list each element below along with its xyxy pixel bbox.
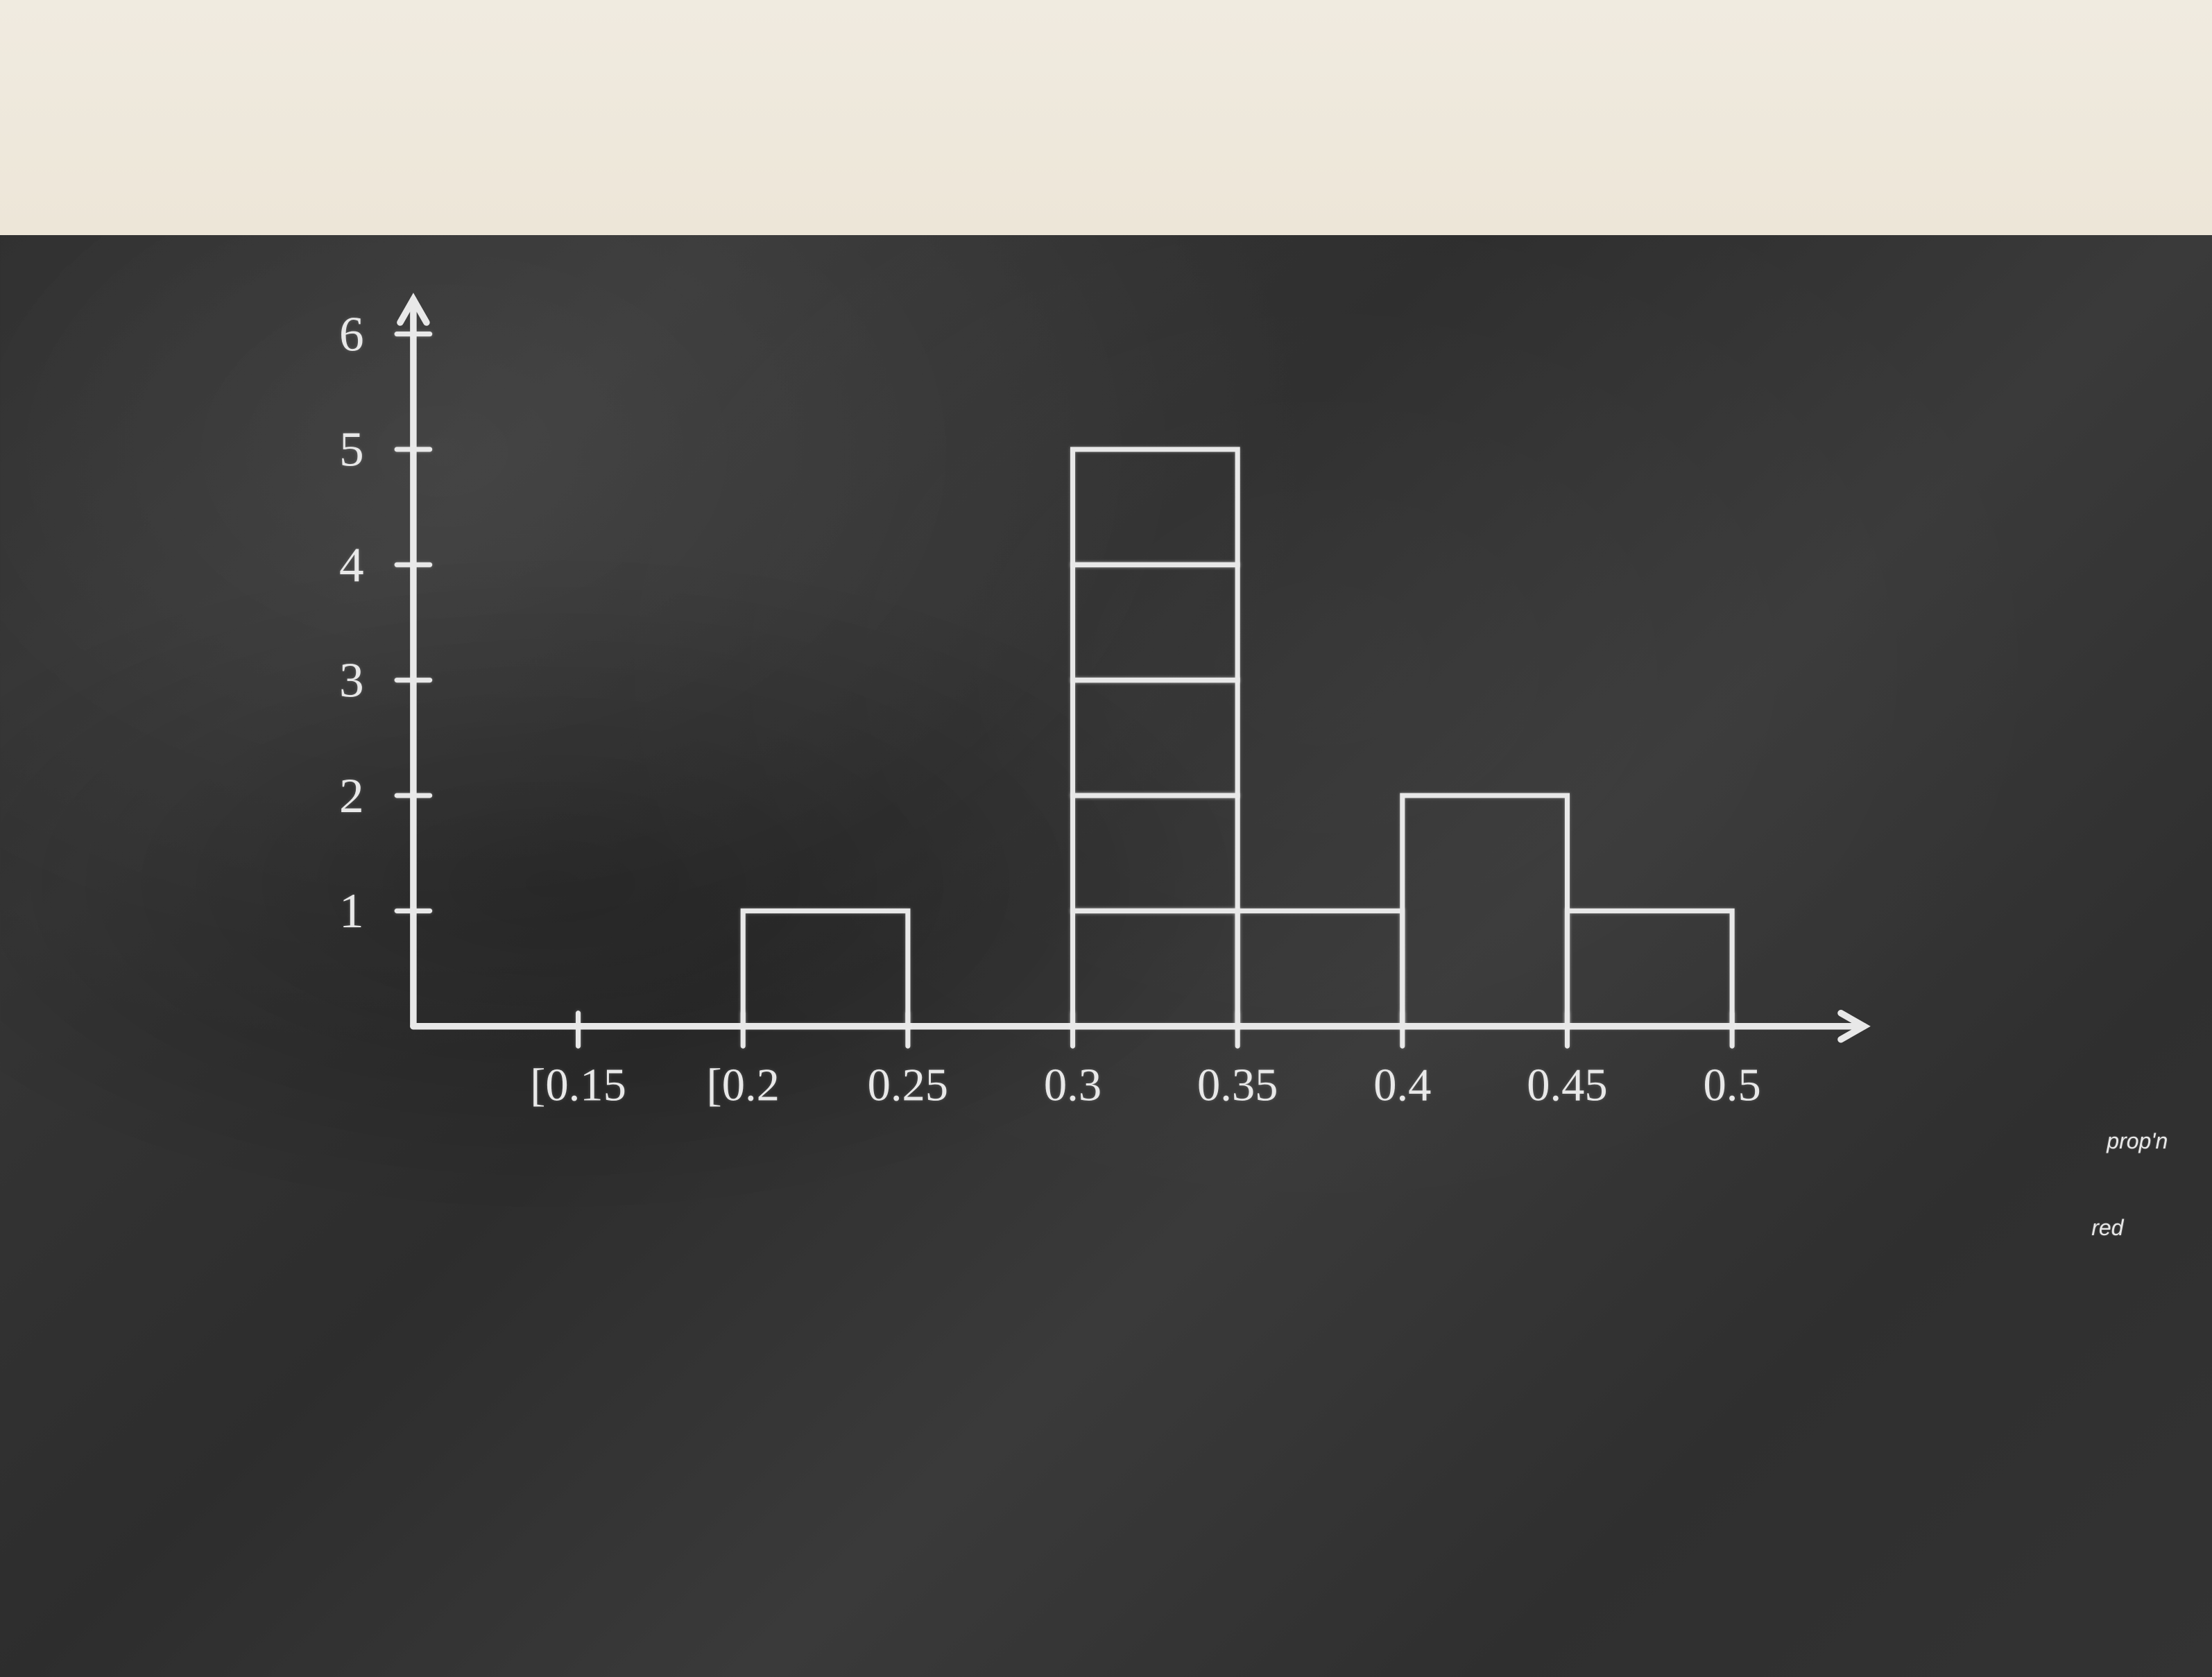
y-tick-label: 6 xyxy=(339,307,364,361)
chart-svg: 1 2 3 4 5 6 [0.15 [0.2 0.25 0.3 0.35 0.4 0.45 0.5 xyxy=(110,235,2101,1389)
histogram-cell xyxy=(1073,680,1238,795)
axes-group xyxy=(400,299,1864,1039)
x-tick-label: [0.15 xyxy=(531,1060,627,1110)
chalkboard: 1 2 3 4 5 6 [0.15 [0.2 0.25 0.3 0.35 0.4 0.45 0.5 pr… xyxy=(0,235,2212,1677)
bars-group xyxy=(744,449,1733,1026)
x-tick-label: 0.5 xyxy=(1704,1060,1761,1110)
histogram-bar xyxy=(1238,911,1403,1026)
x-tick-label: 0.4 xyxy=(1374,1060,1432,1110)
x-tick-label: 0.25 xyxy=(868,1060,948,1110)
y-tick-label: 1 xyxy=(339,884,364,938)
x-axis-label-line1: prop'n xyxy=(2107,1128,2168,1154)
wall-above-board xyxy=(0,0,2212,235)
scene: 1 2 3 4 5 6 [0.15 [0.2 0.25 0.3 0.35 0.4 0.45 0.5 pr… xyxy=(0,0,2212,1677)
x-tick-label: 0.35 xyxy=(1197,1060,1278,1110)
x-axis-label-line2: red xyxy=(2091,1215,2123,1241)
histogram-cell xyxy=(1073,565,1238,680)
histogram-bar xyxy=(1403,796,1568,1026)
histogram-bar xyxy=(744,911,909,1026)
histogram-cell xyxy=(1073,796,1238,911)
y-tick-label: 4 xyxy=(339,538,364,592)
histogram-cell xyxy=(1073,449,1238,564)
y-tick-label: 5 xyxy=(339,422,364,476)
x-tick-label: 0.3 xyxy=(1044,1060,1101,1110)
histogram-cell xyxy=(1073,911,1238,1026)
histogram-chart: 1 2 3 4 5 6 [0.15 [0.2 0.25 0.3 0.35 0.4 0.45 0.5 xyxy=(110,235,2101,1389)
x-tick-label: 0.45 xyxy=(1527,1060,1608,1110)
histogram-bar xyxy=(1568,911,1733,1026)
x-tick-label: [0.2 xyxy=(707,1060,780,1110)
y-tick-label: 2 xyxy=(339,768,364,823)
y-tick-label: 3 xyxy=(339,653,364,707)
